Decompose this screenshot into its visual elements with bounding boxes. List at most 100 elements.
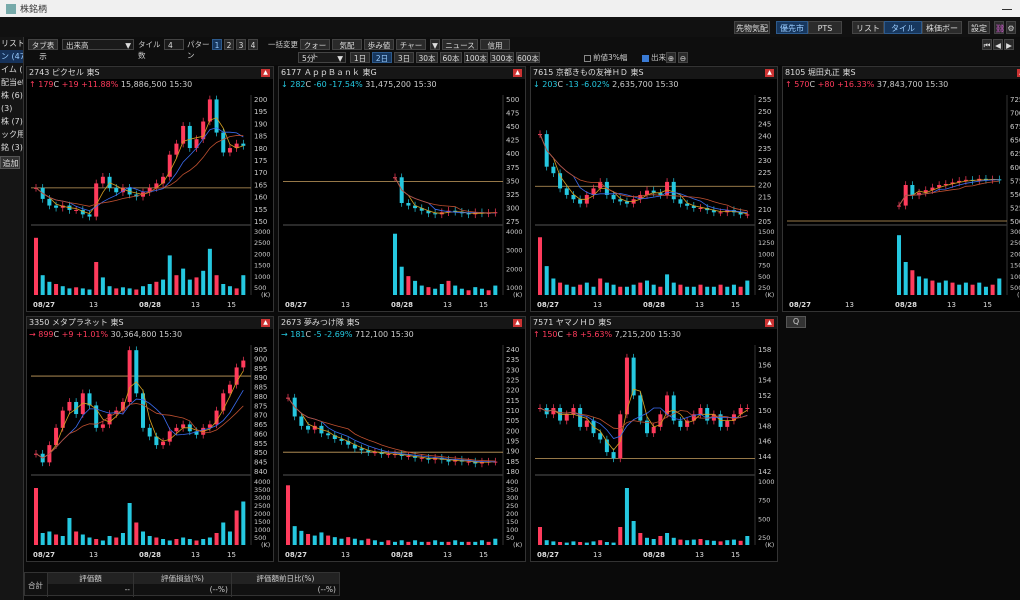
candle-body (691, 414, 696, 421)
close-icon[interactable]: ▲ (261, 69, 270, 77)
range-button-5[interactable]: 100本 (464, 52, 488, 63)
x-tick-label: 13 (191, 551, 200, 559)
candle-body (604, 439, 609, 453)
top-button-4[interactable]: タイル (884, 21, 922, 34)
top-button-2[interactable]: PTS (808, 21, 842, 34)
link-icon[interactable]: ⛓ (994, 21, 1005, 34)
mode-tab-3[interactable]: チャート (396, 39, 426, 61)
candle-body (299, 416, 304, 426)
volume-tick-label: 150 (506, 518, 518, 526)
chart-tile[interactable]: 7571 ヤマノＨＤ 東S ▲ ↑ 150C +8 +5.63% 7,215,200… (530, 316, 778, 562)
tile-count-input[interactable]: 4 (164, 39, 184, 50)
close-icon[interactable]: ▲ (765, 69, 774, 77)
prev-page-icon[interactable]: ◀ (993, 39, 1003, 50)
price-chart[interactable]: 255 250 245 240 235 230 225 220 215 210 205 1500 125… (531, 91, 777, 311)
close-icon[interactable]: ▲ (513, 69, 522, 77)
volume-bar (604, 542, 609, 545)
chart-tile[interactable]: 2673 夢みつけ隊 東S ▲ → 181C -5 -2.69% 712,100 1… (278, 316, 526, 562)
candle-body (234, 367, 239, 385)
last-price: 282 (290, 80, 306, 89)
mode-tab-2[interactable]: 歩み値 (364, 39, 394, 50)
volume-bar (930, 280, 935, 295)
settings-icon[interactable]: ⚙ (1006, 21, 1016, 34)
top-button-6[interactable]: 設定 (968, 21, 990, 34)
volume-tick-label: 2500 (254, 502, 271, 510)
close-icon[interactable]: ▲ (513, 319, 522, 327)
range-button-7[interactable]: 600本 (516, 52, 540, 63)
close-icon[interactable]: ▲ (261, 319, 270, 327)
sidebar-item[interactable]: 株 (7) (1, 117, 23, 126)
pattern-button-2[interactable]: 3 (236, 39, 246, 50)
moving-average-line-0 (35, 117, 244, 215)
volume-bar (731, 284, 736, 295)
last-price: 570 (794, 80, 810, 89)
sidebar-item[interactable]: ン (47) (0, 50, 23, 63)
chart-tile[interactable]: 2743 ピクセル 東S ▲ ↑ 179C +19 +11.88% 15,886,5… (26, 66, 274, 312)
price-chart[interactable]: 158 156 154 152 150 148 146 144 142 1000 750 500 250… (531, 341, 777, 561)
mode-tab-1[interactable]: 気配 (332, 39, 362, 50)
chart-tile[interactable]: 6177 ＡｐｐＢａｎｋ 東G ▲ ↓ 282C -60 -17.54% 31,47… (278, 66, 526, 312)
next-page-icon[interactable]: ▶ (1004, 39, 1014, 50)
x-tick-label: 08/27 (789, 301, 811, 309)
last-price: 179 (38, 80, 54, 89)
pattern-button-1[interactable]: 2 (224, 39, 234, 50)
summary-value: -- (124, 585, 130, 594)
sidebar-item[interactable]: リスト (1, 39, 24, 48)
top-button-5[interactable]: 株価ボード (922, 21, 962, 46)
x-tick-label: 13 (89, 551, 98, 559)
mode-tab-0[interactable]: クォート (300, 39, 330, 61)
add-list-button[interactable]: 追加 (0, 156, 20, 169)
candle-body (94, 183, 99, 217)
sidebar-item[interactable]: 株 (6) (1, 91, 23, 100)
search-button[interactable]: Q (786, 316, 806, 328)
range-button-6[interactable]: 300本 (490, 52, 514, 63)
zoom-in-icon[interactable]: ⊕ (666, 52, 676, 63)
top-button-3[interactable]: リスト (852, 21, 884, 34)
news-button[interactable]: ニュース (442, 39, 478, 50)
volume-bar (658, 286, 663, 295)
price-chart[interactable]: 240 235 230 225 220 215 210 205 200 195 190 185 180 4… (279, 341, 525, 561)
volume-bar (678, 539, 683, 545)
range-button-1[interactable]: 2日 (372, 52, 392, 63)
sidebar-item[interactable]: 銘 (3) (1, 143, 23, 152)
candle-body (74, 209, 79, 211)
volume-bar (181, 268, 186, 295)
tab-display-button[interactable]: タブ表示 (28, 39, 58, 61)
close-icon[interactable]: ▲ (765, 319, 774, 327)
sidebar-item[interactable]: 配当etf (1, 78, 23, 87)
interval-select[interactable]: 5分 ▼ (298, 52, 346, 63)
y-tick-label: 210 (758, 206, 771, 214)
range-button-2[interactable]: 3日 (394, 52, 414, 63)
price-chart[interactable]: 200 195 190 185 180 175 170 165 160 155 150 3000 250… (27, 91, 273, 311)
prev-close-toggle[interactable]: 前値3%幅 (584, 52, 638, 63)
price-chart[interactable]: 725 700 675 650 625 600 575 550 525 500 3000 2500 20… (783, 91, 1020, 311)
chart-tile[interactable]: 3350 メタプラネット 東S ▲ → 899C +9 +1.01% 30,364,… (26, 316, 274, 562)
chart-tile[interactable]: 8105 堀田丸正 東S▲↑ 570C +80 +16.33% 37,843,7… (782, 66, 1020, 312)
candle-body (446, 459, 451, 462)
minimize-icon[interactable] (1002, 9, 1012, 10)
candle-body (645, 190, 650, 195)
sidebar-item[interactable]: (3) (1, 104, 13, 113)
price-chart[interactable]: 500 475 450 425 400 375 350 325 300 275 4000 3000 20… (279, 91, 525, 311)
volume-select[interactable]: 出来高 ▼ (62, 39, 134, 50)
first-page-icon[interactable]: ⏮ (982, 39, 992, 50)
top-button-0[interactable]: 先物気配 (734, 21, 770, 34)
chart-tile[interactable]: 7615 京都きもの友禅ＨＤ 東S ▲ ↓ 203C -13 -6.02% 2,63… (530, 66, 778, 312)
volume-toggle[interactable]: 出来高 (642, 52, 682, 63)
mode-dropdown-button[interactable]: ▼ (430, 39, 440, 50)
y-tick-label: 156 (758, 361, 772, 369)
range-button-4[interactable]: 60本 (440, 52, 462, 63)
pattern-button-0[interactable]: 1 (212, 39, 222, 50)
candle-body (67, 401, 72, 411)
top-button-1[interactable]: 優先市場 (776, 21, 808, 46)
zoom-out-icon[interactable]: ⊖ (678, 52, 688, 63)
pattern-button-3[interactable]: 4 (248, 39, 258, 50)
sidebar-item[interactable]: イム (6) (1, 65, 23, 74)
volume-bar (100, 540, 105, 545)
credit-button[interactable]: 信用 (480, 39, 510, 50)
sidebar-item[interactable]: ック用 ( (1, 130, 24, 139)
range-button-3[interactable]: 30本 (416, 52, 438, 63)
summary-value: (--%) (209, 585, 228, 594)
range-button-0[interactable]: 1日 (350, 52, 370, 63)
